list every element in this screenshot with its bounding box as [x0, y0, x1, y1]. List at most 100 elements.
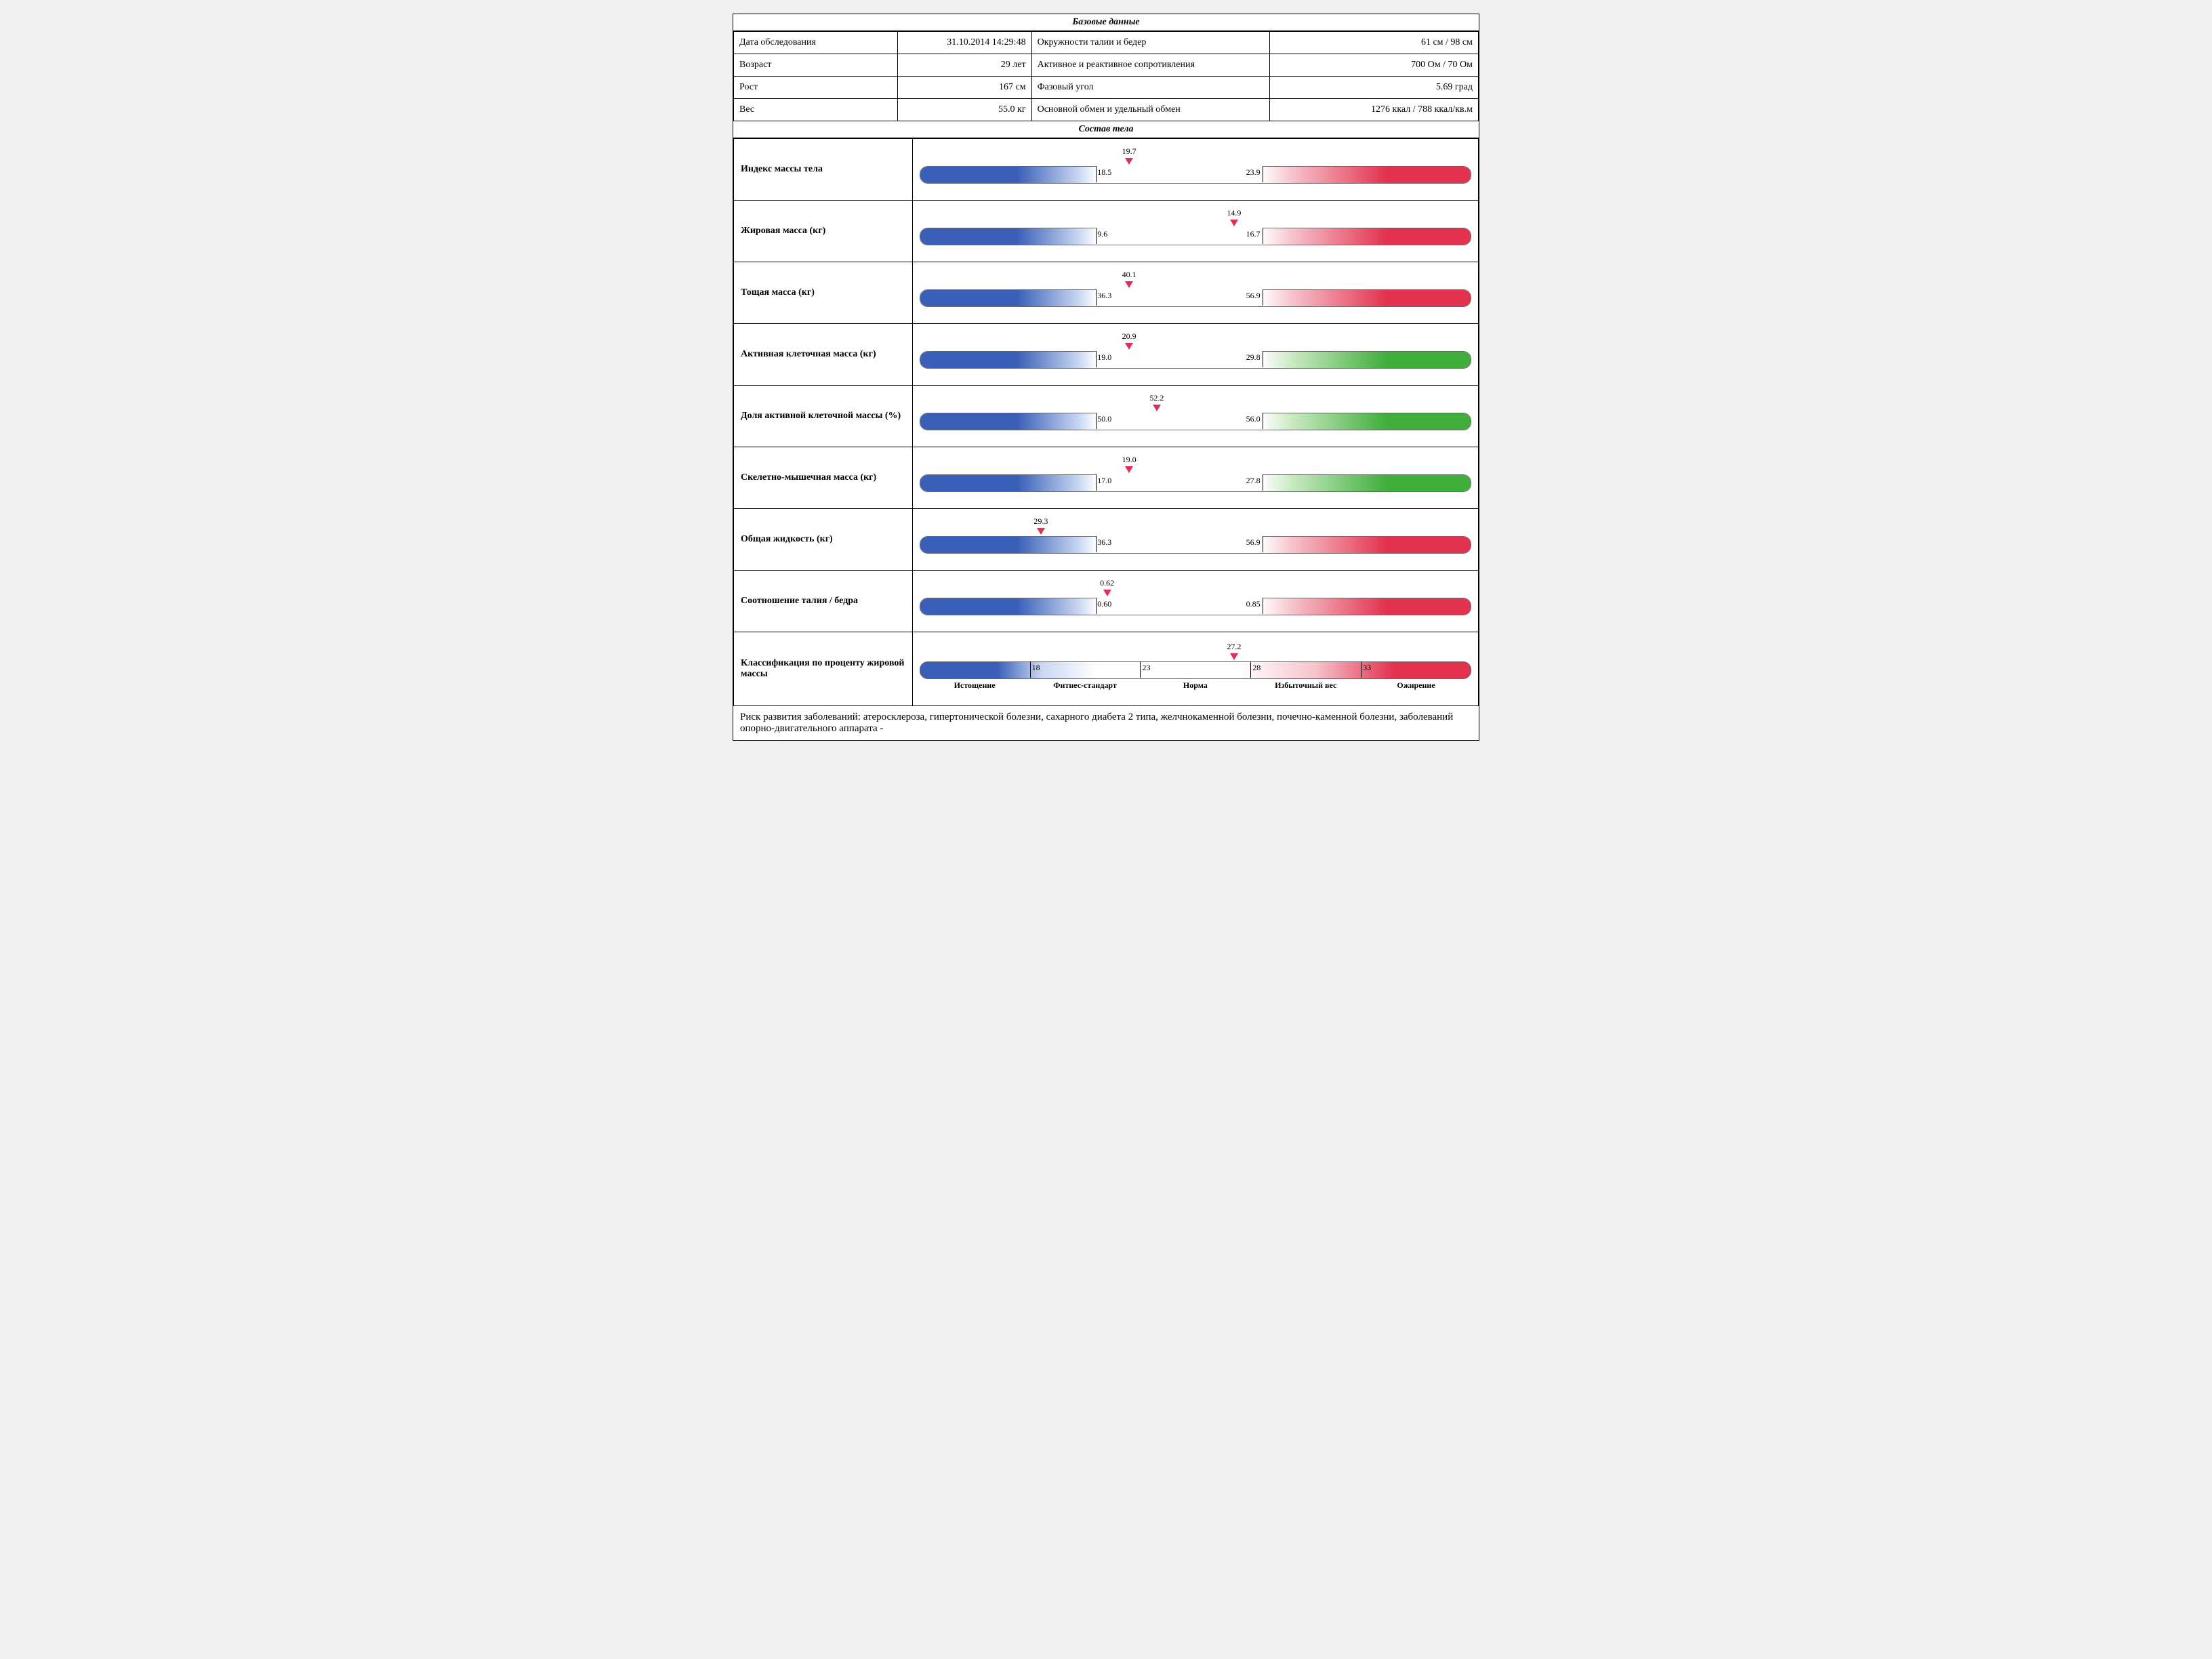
grade-number: 33	[1363, 663, 1371, 673]
grade-tick	[1250, 661, 1251, 678]
normal-range	[1096, 598, 1263, 614]
metric-label: Общая жидкость (кг)	[734, 509, 913, 571]
metric-row: Общая жидкость (кг) 36.3 56.9 29.3	[734, 509, 1479, 571]
marker-value: 0.62	[1100, 578, 1114, 588]
metric-label: Индекс массы тела	[734, 139, 913, 201]
basic-label: Фазовый угол	[1031, 77, 1270, 99]
range-high: 23.9	[1246, 167, 1261, 178]
range-high: 0.85	[1246, 599, 1261, 609]
marker-value: 19.7	[1122, 146, 1136, 157]
range-low: 19.0	[1097, 352, 1111, 363]
basic-data-table: Дата обследования31.10.2014 14:29:48Окру…	[733, 31, 1479, 121]
grade-labels: ИстощениеФитнес-стандартНормаИзбыточный …	[920, 680, 1471, 691]
metric-label: Классификация по проценту жировой массы	[734, 632, 913, 706]
basic-label: Активное и реактивное сопротивления	[1031, 54, 1270, 77]
normal-range	[1096, 413, 1263, 429]
range-low: 17.0	[1097, 476, 1111, 486]
grade-number: 18	[1032, 663, 1040, 673]
marker-value: 52.2	[1149, 393, 1164, 403]
metric-row: Жировая масса (кг) 9.6 16.7 14.9	[734, 201, 1479, 262]
metric-row: Активная клеточная масса (кг)19.029.820.…	[734, 324, 1479, 386]
metric-row: Тощая масса (кг) 36.3 56.9 40.1	[734, 262, 1479, 324]
range-low: 0.60	[1097, 599, 1111, 609]
metric-label: Соотношение талия / бедра	[734, 571, 913, 632]
marker-icon	[1153, 405, 1161, 411]
range-high: 27.8	[1246, 476, 1261, 486]
basic-value: 29 лет	[897, 54, 1031, 77]
basic-label: Окружности талии и бедер	[1031, 32, 1270, 54]
metric-row: Доля активной клеточной массы (%) 50.0 56.…	[734, 386, 1479, 447]
metric-bar-cell: 36.3 56.9 40.1	[912, 262, 1478, 324]
report-page: Базовые данные Дата обследования31.10.20…	[733, 14, 1479, 741]
basic-label: Дата обследования	[734, 32, 898, 54]
basic-value: 55.0 кг	[897, 99, 1031, 121]
marker-icon	[1230, 653, 1238, 660]
basic-value: 1276 ккал / 788 ккал/кв.м	[1270, 99, 1479, 121]
range-low: 36.3	[1097, 537, 1111, 548]
grade-tick	[1140, 661, 1141, 678]
normal-range	[1096, 166, 1263, 182]
normal-range	[1096, 289, 1263, 306]
metric-row: Индекс массы тела 18.5 23.9 19.7	[734, 139, 1479, 201]
range-low: 50.0	[1097, 414, 1111, 424]
basic-label: Вес	[734, 99, 898, 121]
normal-range	[1096, 536, 1263, 552]
range-high: 29.8	[1246, 352, 1261, 363]
marker-icon	[1230, 220, 1238, 226]
marker-value: 29.3	[1033, 516, 1048, 527]
basic-label: Возраст	[734, 54, 898, 77]
metric-label: Скелетно-мышечная масса (кг)	[734, 447, 913, 509]
grade-number: 28	[1252, 663, 1261, 673]
grade-label: Фитнес-стандарт	[1030, 680, 1141, 691]
section-basic-title: Базовые данные	[733, 14, 1479, 31]
basic-value: 31.10.2014 14:29:48	[897, 32, 1031, 54]
marker-icon	[1125, 343, 1133, 350]
basic-label: Основной обмен и удельный обмен	[1031, 99, 1270, 121]
metric-row: Соотношение талия / бедра 0.60 0.85 0.62	[734, 571, 1479, 632]
grade-label: Истощение	[920, 680, 1030, 691]
metric-label: Тощая масса (кг)	[734, 262, 913, 324]
grade-tick	[1030, 661, 1031, 678]
range-high: 56.9	[1246, 291, 1261, 301]
range-high: 56.0	[1246, 414, 1261, 424]
normal-range	[1096, 474, 1263, 491]
basic-value: 5.69 град	[1270, 77, 1479, 99]
marker-value: 20.9	[1122, 331, 1136, 342]
metric-label: Жировая масса (кг)	[734, 201, 913, 262]
classification-row: Классификация по проценту жировой массы1…	[734, 632, 1479, 706]
metric-bar-cell: 0.60 0.85 0.62	[912, 571, 1478, 632]
section-body-title: Состав тела	[733, 121, 1479, 138]
range-low: 18.5	[1097, 167, 1111, 178]
marker-value: 14.9	[1227, 208, 1241, 218]
metric-row: Скелетно-мышечная масса (кг)17.027.819.0	[734, 447, 1479, 509]
basic-value: 167 см	[897, 77, 1031, 99]
range-low: 9.6	[1097, 229, 1107, 239]
basic-value: 61 см / 98 см	[1270, 32, 1479, 54]
marker-value: 40.1	[1122, 270, 1136, 280]
metric-bar-cell: 17.027.819.0	[912, 447, 1478, 509]
metric-bar-cell: 9.6 16.7 14.9	[912, 201, 1478, 262]
marker-icon	[1125, 466, 1133, 473]
range-low: 36.3	[1097, 291, 1111, 301]
grade-label: Ожирение	[1361, 680, 1471, 691]
grade-number: 23	[1142, 663, 1150, 673]
basic-value: 700 Ом / 70 Ом	[1270, 54, 1479, 77]
range-high: 16.7	[1246, 229, 1261, 239]
marker-icon	[1125, 158, 1133, 165]
grade-label: Избыточный вес	[1250, 680, 1361, 691]
metric-bar-cell: 18.5 23.9 19.7	[912, 139, 1478, 201]
normal-range	[1096, 228, 1263, 244]
marker-icon	[1103, 590, 1111, 596]
body-composition-table: Индекс массы тела 18.5 23.9 19.7 Жировая мас…	[733, 138, 1479, 706]
metric-bar-cell: 50.0 56.0 52.2	[912, 386, 1478, 447]
risk-footer: Риск развития заболеваний: атеросклероза…	[733, 706, 1479, 740]
grade-label: Норма	[1140, 680, 1250, 691]
marker-value: 27.2	[1227, 642, 1241, 652]
normal-range	[1096, 351, 1263, 367]
metric-bar-cell: 18 23 28 33 27.2 ИстощениеФитнес-стандартНорм…	[912, 632, 1478, 706]
marker-icon	[1125, 281, 1133, 288]
range-high: 56.9	[1246, 537, 1261, 548]
classification-bar	[920, 661, 1471, 679]
metric-label: Доля активной клеточной массы (%)	[734, 386, 913, 447]
marker-icon	[1037, 528, 1045, 535]
